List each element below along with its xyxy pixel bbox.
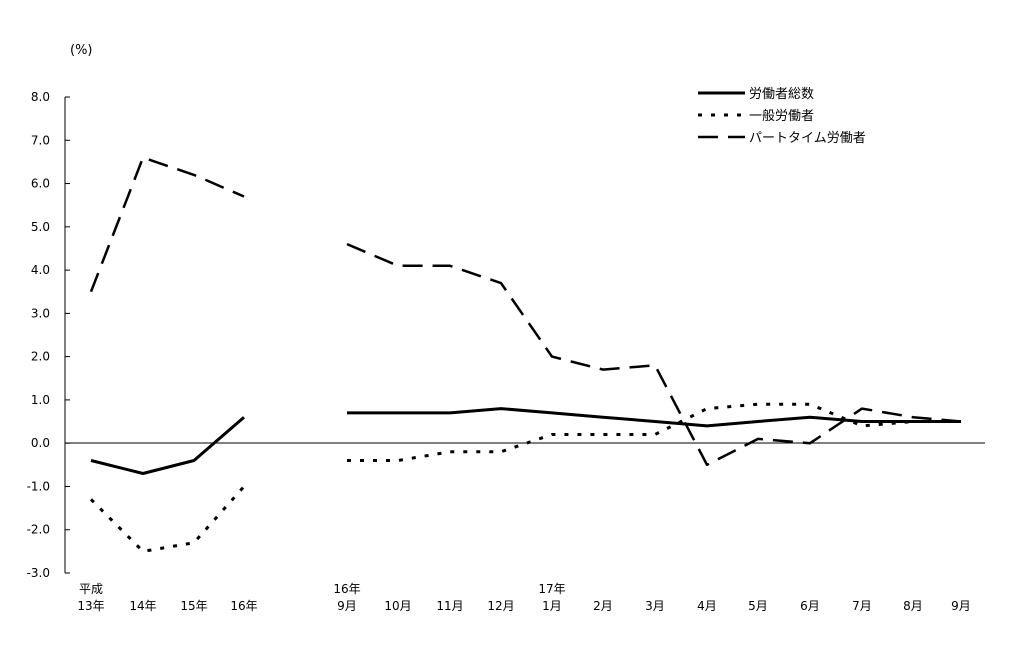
x-tick-label: 1月 [542,599,562,613]
y-unit-label: (%) [70,43,93,58]
x-tick-label: 9月 [337,599,357,613]
x-tick-label-top: 17年 [538,582,565,596]
legend-label: 一般労働者 [749,108,814,124]
y-axis: 8.0 7.0 6.0 5.0 4.0 3.0 2.0 1.0 0.0 -1.0 -2.0 -3.0 [27,90,70,580]
series-line-2 [89,485,246,553]
x-tick-label: 10月 [384,599,411,613]
legend-label: 労働者総数 [749,87,814,102]
x-tick-label: 14年 [129,599,156,613]
x-tick-label: 2月 [593,599,613,613]
series-line-3 [89,156,245,293]
y-tick-label: 2.0 [31,350,50,364]
series-lines [89,156,962,553]
x-tick-label: 8月 [903,599,923,613]
y-tick-label: -1.0 [27,479,50,493]
series-line-1 [347,407,961,428]
y-tick-label: 5.0 [31,220,50,234]
y-tick-label: 6.0 [31,177,50,191]
y-tick-label: 1.0 [31,393,50,407]
series-line-1 [90,416,245,475]
legend-label: パートタイム労働者 [749,131,866,146]
x-tick-label: 16年 [230,599,257,613]
x-tick-label: 7月 [852,599,872,613]
y-tick-label: 3.0 [31,306,50,320]
x-tick-label: 11月 [436,599,463,613]
x-axis: 平成 13年 14年 15年 16年 16年 9月 10月 11月 12月 17年 1月 2月 3月 4月 5… [65,442,985,613]
y-tick-label: 0.0 [31,436,50,450]
y-tick-label: -3.0 [27,566,50,580]
x-tick-label-top: 16年 [333,582,360,596]
x-tick-label: 15年 [180,599,207,613]
x-tick-label-top: 平成 [79,582,103,596]
x-tick-label: 13年 [77,599,104,613]
y-tick-label: 8.0 [31,90,50,104]
x-tick-label: 5月 [748,599,768,613]
x-tick-label: 4月 [697,599,717,613]
y-tick-label: -2.0 [27,523,50,537]
x-tick-label: 3月 [645,599,665,613]
y-tick-label: 4.0 [31,263,50,277]
x-tick-label: 9月 [951,599,971,613]
x-tick-label: 6月 [800,599,820,613]
y-tick-label: 7.0 [31,133,50,147]
series-line-3 [346,242,962,467]
x-tick-label: 12月 [487,599,514,613]
